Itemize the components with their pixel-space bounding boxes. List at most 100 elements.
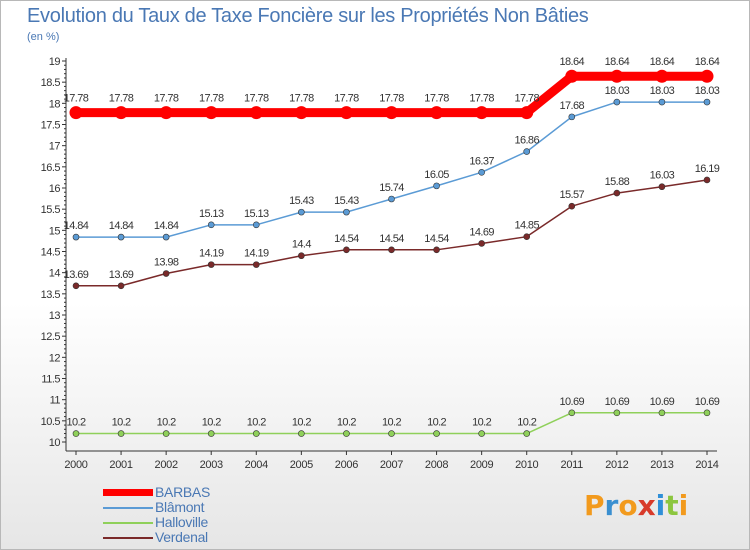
series-line-blamont: [75, 101, 708, 238]
data-point-halloville-2006: [343, 430, 350, 437]
data-label-verdenal-2005: 14.4: [292, 239, 311, 251]
y-tick-label-14: 17: [49, 141, 61, 153]
data-label-blamont-2014: 18.03: [695, 85, 720, 97]
data-point-barbas-2009: [475, 106, 489, 120]
data-label-barbas-2011: 18.64: [560, 56, 585, 68]
data-label-verdenal-2002: 13.98: [154, 257, 179, 269]
legend-swatch-blamont: [103, 507, 153, 509]
data-point-blamont-2003: [207, 221, 215, 229]
data-label-halloville-2001: 10.2: [112, 417, 131, 429]
x-tick-label-2011: 2011: [561, 459, 584, 471]
y-tick-label-0: 10: [49, 437, 61, 449]
logo-letter: i: [678, 489, 689, 522]
data-point-halloville-2001: [117, 430, 125, 437]
data-label-halloville-2010: 10.2: [517, 417, 536, 429]
data-point-barbas-2006: [339, 106, 353, 120]
data-label-blamont-2011: 17.68: [560, 100, 585, 112]
x-tick-label-2009: 2009: [470, 459, 493, 471]
data-point-barbas-2012: [610, 69, 624, 83]
data-label-blamont-2005: 15.43: [289, 195, 314, 207]
data-point-blamont-2007: [388, 195, 395, 203]
data-label-verdenal-2001: 13.69: [109, 269, 134, 281]
y-tick-label-10: 15: [49, 225, 61, 237]
x-tick-label-2003: 2003: [200, 459, 223, 471]
data-label-barbas-2012: 18.64: [605, 56, 630, 68]
data-label-verdenal-2011: 15.57: [560, 189, 585, 201]
data-label-barbas-2005: 17.78: [289, 93, 314, 105]
data-label-halloville-2007: 10.2: [382, 417, 401, 429]
legend-swatch-barbas: [103, 489, 153, 496]
x-tick-label-2000: 2000: [64, 459, 87, 471]
data-label-blamont-2010: 16.86: [514, 135, 539, 147]
data-point-blamont-2012: [613, 98, 621, 106]
data-point-verdenal-2007: [388, 246, 395, 254]
y-tick-label-17: 18.5: [41, 77, 61, 89]
x-tick-label-2007: 2007: [380, 459, 403, 471]
x-tick-label-2010: 2010: [515, 459, 538, 471]
logo-letter: i: [655, 489, 666, 522]
data-point-blamont-2009: [478, 169, 485, 176]
y-tick-label-18: 19: [49, 56, 61, 68]
data-point-halloville-2007: [388, 430, 395, 437]
logo-letter: x: [637, 489, 656, 522]
legend-label-blamont: Blâmont: [155, 499, 205, 515]
x-tick-label-2013: 2013: [650, 459, 673, 471]
data-point-barbas-2003: [204, 106, 218, 120]
data-label-halloville-2012: 10.69: [605, 396, 630, 408]
data-point-blamont-2005: [298, 208, 305, 216]
y-tick-label-16: 18: [49, 98, 61, 110]
y-tick-label-5: 12.5: [41, 331, 61, 343]
data-label-barbas-2009: 17.78: [469, 93, 494, 105]
data-label-blamont-2013: 18.03: [650, 85, 675, 97]
data-label-barbas-2001: 17.78: [109, 93, 134, 105]
data-point-halloville-2013: [658, 409, 666, 417]
data-point-verdenal-2005: [298, 252, 305, 260]
data-point-halloville-2004: [252, 430, 260, 437]
logo-letter: o: [618, 489, 638, 522]
y-tick-label-8: 14: [49, 268, 61, 280]
x-tick-label-2014: 2014: [695, 459, 718, 471]
data-point-barbas-2007: [385, 106, 398, 120]
x-tick-label-2001: 2001: [109, 459, 132, 471]
logo-letter: r: [604, 489, 619, 522]
data-point-verdenal-2004: [252, 261, 260, 268]
data-label-halloville-2006: 10.2: [337, 417, 356, 429]
y-tick-label-1: 10.5: [41, 416, 61, 428]
data-point-barbas-2010: [520, 106, 534, 120]
data-label-verdenal-2008: 14.54: [424, 233, 449, 245]
data-point-halloville-2012: [613, 409, 621, 417]
data-label-halloville-2003: 10.2: [202, 417, 221, 429]
data-label-verdenal-2003: 14.19: [199, 248, 224, 260]
data-point-verdenal-2010: [523, 233, 531, 240]
proxiti-logo: Proxiti: [584, 489, 688, 522]
data-label-blamont-2001: 14.84: [109, 220, 134, 232]
data-label-verdenal-2009: 14.69: [469, 226, 494, 238]
data-label-halloville-2011: 10.69: [560, 396, 585, 408]
data-point-barbas-2004: [249, 106, 263, 120]
data-point-halloville-2003: [207, 430, 215, 437]
data-label-blamont-2000: 14.84: [64, 220, 89, 232]
data-point-verdenal-2006: [343, 246, 350, 254]
data-label-verdenal-2010: 14.85: [514, 220, 539, 232]
legend-label-barbas: BARBAS: [155, 484, 210, 500]
chart-title: Evolution du Taux de Taxe Foncière sur l…: [27, 5, 589, 27]
data-point-verdenal-2003: [207, 261, 215, 268]
data-label-barbas-2004: 17.78: [244, 93, 269, 105]
data-point-halloville-2010: [523, 430, 531, 437]
data-label-verdenal-2000: 13.69: [64, 269, 89, 281]
y-unit-label: (en %): [27, 31, 60, 43]
data-label-blamont-2008: 16.05: [424, 169, 449, 181]
data-point-verdenal-2014: [703, 176, 711, 184]
data-label-halloville-2013: 10.69: [650, 396, 675, 408]
data-point-verdenal-2008: [433, 246, 440, 254]
data-point-verdenal-2012: [613, 189, 621, 197]
data-point-verdenal-2000: [72, 282, 80, 290]
data-label-verdenal-2013: 16.03: [650, 170, 675, 182]
data-label-blamont-2004: 15.13: [244, 208, 269, 220]
x-tick-label-2012: 2012: [605, 459, 628, 471]
data-label-blamont-2006: 15.43: [334, 195, 359, 207]
x-tick-label-2005: 2005: [290, 459, 313, 471]
data-label-blamont-2012: 18.03: [605, 85, 630, 97]
data-point-blamont-2001: [117, 233, 125, 241]
